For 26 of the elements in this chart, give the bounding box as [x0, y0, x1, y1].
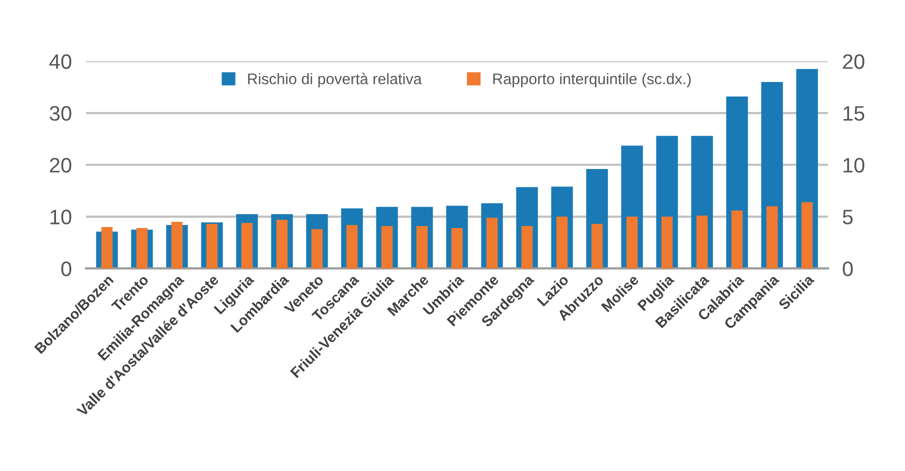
legend-label: Rapporto interquintile (sc.dx.) — [493, 73, 691, 88]
y2-tick-label: 20 — [843, 54, 864, 69]
y-tick-label: 0 — [61, 261, 72, 276]
y-tick-label: 10 — [50, 210, 72, 224]
bar — [661, 216, 673, 268]
bar — [591, 224, 603, 268]
legend-label: Rischio di povertà relativa — [248, 72, 422, 88]
bar — [626, 216, 638, 268]
y-tick-label: 20 — [50, 158, 72, 173]
bar — [801, 202, 813, 268]
bar — [311, 229, 323, 268]
bar — [451, 228, 463, 268]
y2-tick-label: 10 — [844, 158, 864, 173]
bar — [696, 216, 708, 268]
bar — [381, 226, 393, 268]
y2-tick-label: 0 — [842, 261, 853, 276]
bar — [521, 226, 533, 268]
bar — [766, 206, 778, 268]
y2-tick-label: 5 — [842, 210, 853, 224]
bar — [556, 216, 568, 268]
y-tick-label: 40 — [49, 54, 72, 69]
y-tick-label: 30 — [50, 106, 72, 121]
y2-tick-label: 15 — [844, 106, 864, 121]
bar — [346, 224, 358, 268]
bar — [731, 210, 743, 268]
bar — [416, 226, 428, 268]
